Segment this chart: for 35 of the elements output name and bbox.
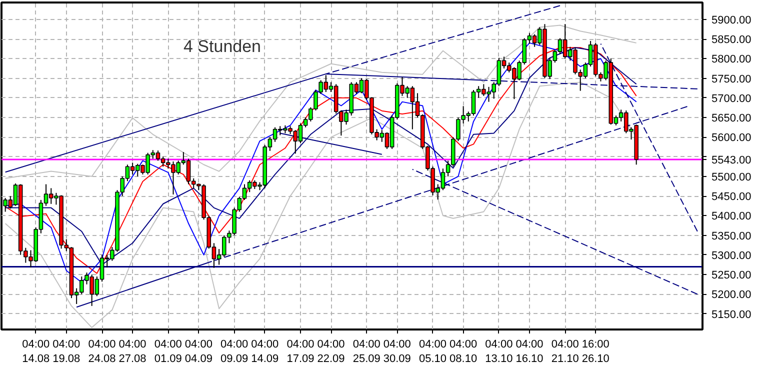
- y-tick-label: 5700.00: [712, 92, 752, 105]
- x-tick-label: 04:00 30.09: [383, 338, 411, 365]
- y-tick-label: 5800.00: [712, 54, 752, 66]
- annotation: 4 Stunden: [184, 37, 262, 56]
- x-tick-label: 04:00 13.10: [485, 338, 513, 365]
- y-tick-label: 5150.00: [712, 308, 752, 321]
- x-tick-label: 04:00 09.09: [220, 338, 248, 365]
- x-tick-label: 04:00 19.08: [52, 338, 80, 365]
- y-tick-label: 5350.00: [712, 230, 752, 242]
- x-tick-label: 04:00 22.09: [317, 338, 345, 365]
- x-tick-label: 04:00 05.10: [419, 338, 447, 365]
- x-tick-label: 04:00 25.09: [352, 338, 380, 365]
- y-tick-label: 5650.00: [712, 112, 752, 125]
- x-tick-label: 04:00 14.08: [22, 338, 50, 365]
- x-tick-label: 04:00 01.09: [154, 338, 182, 365]
- y-tick-label: 5500.00: [712, 171, 752, 184]
- y-tick-label: 5750.00: [712, 73, 752, 86]
- x-tick-label: 04:00 16.10: [516, 338, 544, 365]
- x-tick-label: 04:00 21.10: [551, 338, 579, 365]
- x-tick-label: 04:00 04.09: [184, 338, 212, 365]
- y-tick-label: 5200.00: [712, 289, 752, 302]
- x-tick-label: 16:00 26.10: [582, 338, 610, 365]
- x-tick-label: 04:00 17.09: [286, 338, 314, 365]
- x-tick-label: 04:00 24.08: [88, 338, 116, 365]
- x-tick-label: 04:00 27.08: [118, 338, 146, 365]
- x-tick-label: 04:00 08.10: [450, 338, 478, 365]
- ref-line-label: 5543.00: [712, 154, 752, 167]
- y-tick-label: 5850.00: [712, 34, 752, 46]
- x-tick-label: 04:00 14.09: [251, 338, 279, 365]
- y-tick-label: 5400.00: [712, 210, 752, 223]
- y-tick-label: 5900.00: [712, 14, 752, 26]
- y-tick-label: 5600.00: [712, 132, 752, 144]
- y-tick-label: 5300.00: [712, 250, 752, 262]
- y-tick-label: 5250.00: [712, 270, 752, 282]
- y-tick-label: 5450.00: [712, 191, 752, 204]
